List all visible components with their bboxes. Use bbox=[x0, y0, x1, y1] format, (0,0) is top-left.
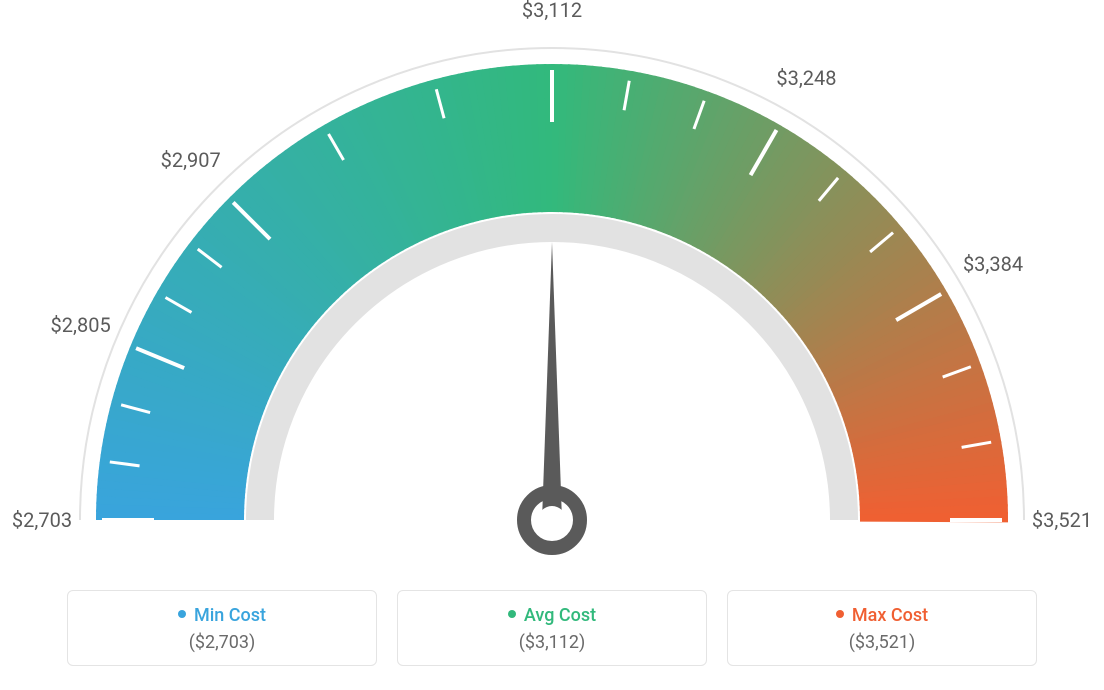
legend-title-max-text: Max Cost bbox=[852, 605, 928, 626]
legend-card-avg: Avg Cost ($3,112) bbox=[397, 590, 707, 666]
legend-title-avg-text: Avg Cost bbox=[524, 605, 596, 626]
gauge-tick-label: $2,703 bbox=[12, 508, 72, 532]
gauge-tick-label: $3,248 bbox=[776, 66, 836, 90]
legend-card-min: Min Cost ($2,703) bbox=[67, 590, 377, 666]
legend-value-min: ($2,703) bbox=[68, 632, 376, 653]
legend-value-avg: ($3,112) bbox=[398, 632, 706, 653]
legend-title-avg: Avg Cost bbox=[398, 605, 706, 626]
gauge-tick-label: $3,112 bbox=[522, 0, 582, 22]
legend-title-max: Max Cost bbox=[728, 605, 1036, 626]
gauge-tick-label: $3,384 bbox=[963, 252, 1023, 276]
cost-gauge: $2,703$2,805$2,907$3,112$3,248$3,384$3,5… bbox=[20, 20, 1084, 580]
legend-dot-min bbox=[178, 610, 186, 618]
legend-title-min: Min Cost bbox=[68, 605, 376, 626]
gauge-svg bbox=[20, 20, 1084, 580]
legend-row: Min Cost ($2,703) Avg Cost ($3,112) Max … bbox=[20, 590, 1084, 666]
gauge-tick-label: $3,521 bbox=[1032, 508, 1092, 532]
legend-title-min-text: Min Cost bbox=[194, 605, 266, 626]
legend-dot-max bbox=[836, 610, 844, 618]
legend-dot-avg bbox=[508, 610, 516, 618]
gauge-tick-label: $2,907 bbox=[161, 148, 221, 172]
legend-card-max: Max Cost ($3,521) bbox=[727, 590, 1037, 666]
gauge-tick-label: $2,805 bbox=[51, 313, 111, 337]
legend-value-max: ($3,521) bbox=[728, 632, 1036, 653]
